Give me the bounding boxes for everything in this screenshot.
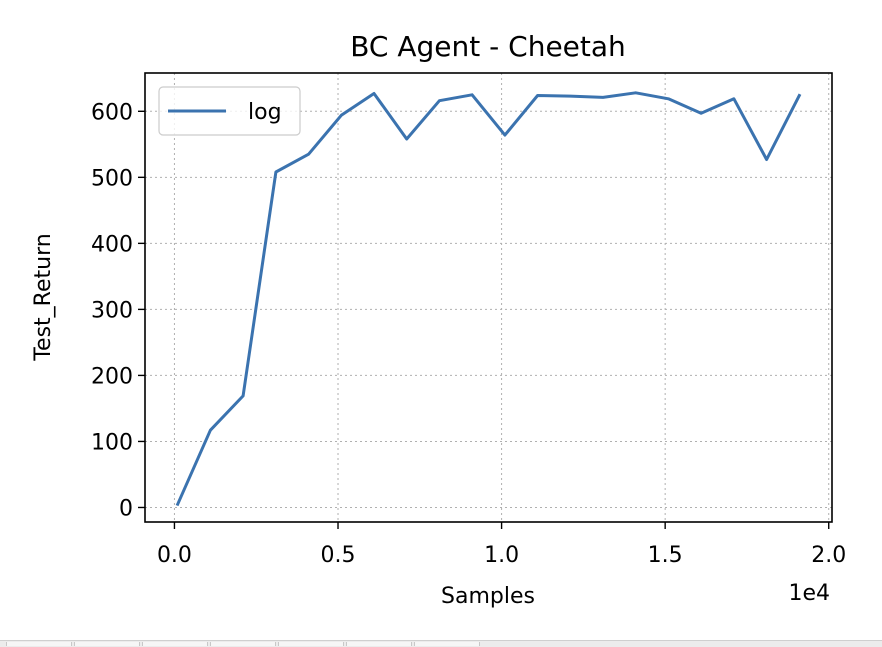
bottom-tab[interactable]	[210, 642, 276, 646]
bottom-tab[interactable]	[142, 642, 208, 646]
y-axis-label: Test_Return	[31, 233, 56, 361]
bottom-tab[interactable]	[414, 642, 480, 646]
bottom-tab[interactable]	[6, 642, 72, 646]
y-tick-label: 400	[91, 232, 133, 257]
y-tick-label: 100	[91, 430, 133, 455]
y-tick-label: 200	[91, 364, 133, 389]
x-tick-label: 2.0	[811, 543, 846, 568]
x-tick-label: 1.5	[648, 543, 683, 568]
y-tick-label: 300	[91, 298, 133, 323]
bottom-tab[interactable]	[346, 642, 412, 646]
chart-title: BC Agent - Cheetah	[350, 30, 626, 63]
bottom-tab[interactable]	[278, 642, 344, 646]
y-tick-label: 0	[119, 496, 133, 521]
x-tick-label: 0.0	[157, 543, 192, 568]
x-tick-label: 1.0	[484, 543, 519, 568]
y-tick-label: 500	[91, 166, 133, 191]
plot-area-frame	[144, 72, 833, 523]
legend-entry-log: log	[248, 100, 282, 125]
y-tick-label: 600	[91, 100, 133, 125]
legend-box	[158, 86, 301, 136]
x-axis-label: Samples	[441, 584, 535, 609]
x-axis-offset-label: 1e4	[788, 581, 830, 606]
axis-ticks: 0.0 0.5 1.0 1.5 2.0 0 100 200 300 400 500 600	[91, 100, 846, 568]
series-line-log	[175, 91, 802, 507]
bottom-tab[interactable]	[74, 642, 140, 646]
legend: log	[158, 86, 301, 136]
series-layer	[175, 91, 802, 507]
x-tick-label: 0.5	[321, 543, 356, 568]
